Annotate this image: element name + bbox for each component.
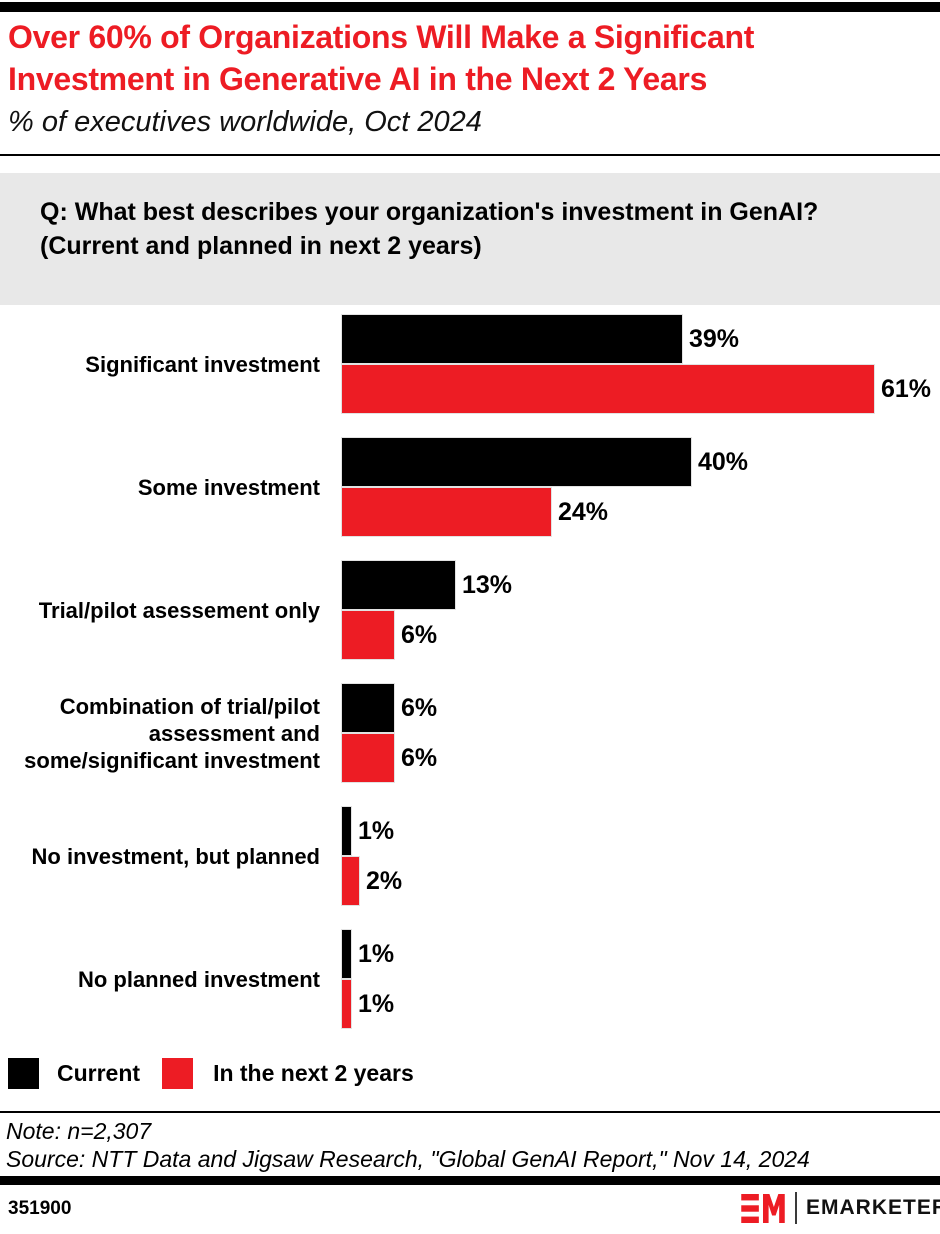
bar-value-label: 39%: [689, 325, 740, 353]
category-label: Some investment: [137, 474, 320, 500]
bar-value-label: 1%: [358, 990, 395, 1018]
chart-row: Trial/pilot asessement only 13% 6%: [0, 561, 940, 659]
category-label: Combination of trial/pilot assessment an…: [24, 693, 320, 773]
bar-value-label: 1%: [358, 817, 395, 845]
bar-next-2-years: [342, 365, 874, 413]
bottom-divider-line: [0, 1111, 940, 1113]
brand-wordmark: EMARKETER: [806, 1196, 940, 1219]
page-title-line-1: Over 60% of Organizations Will Make a Si…: [8, 19, 755, 55]
footnotes: Note: n=2,307 Source: NTT Data and Jigsa…: [6, 1118, 936, 1173]
category-label: Trial/pilot asessement only: [38, 597, 320, 623]
chart-row: Significant investment 39% 61%: [0, 315, 940, 413]
chart-row: No investment, but planned 1% 2%: [0, 807, 940, 905]
page-subtitle: % of executives worldwide, Oct 2024: [8, 106, 482, 138]
page-title-line-2: Investment in Generative AI in the Next …: [8, 61, 708, 97]
brand-divider: [795, 1192, 797, 1224]
legend-swatch-next-2-years: [162, 1058, 194, 1089]
bar-value-label: 2%: [366, 867, 403, 895]
bar-current: [342, 930, 351, 978]
note-text: Note: n=2,307: [6, 1118, 152, 1144]
brand-logo: EMARKETER: [741, 1190, 940, 1226]
page-title: Over 60% of Organizations Will Make a Si…: [8, 16, 938, 100]
legend-label-next-2-years: In the next 2 years: [213, 1060, 414, 1086]
category-label: Significant investment: [85, 351, 320, 377]
bar-value-label: 6%: [401, 621, 438, 649]
bar-next-2-years: [342, 488, 551, 536]
bar-value-label: 1%: [358, 940, 395, 968]
legend-swatch-current: [8, 1058, 39, 1089]
bar-next-2-years: [342, 857, 359, 905]
chart-id: 351900: [8, 1198, 72, 1219]
category-label: No planned investment: [77, 966, 320, 992]
bar-current: [342, 315, 682, 363]
bar-value-label: 40%: [698, 448, 749, 476]
source-text: Source: NTT Data and Jigsaw Research, "G…: [6, 1145, 810, 1172]
bar-current: [342, 561, 455, 609]
chart-row: Combination of trial/pilot assessment an…: [0, 684, 940, 782]
question-box: Q: What best describes your organization…: [0, 173, 940, 305]
bar-value-label: 6%: [401, 744, 438, 772]
bar-current: [342, 684, 394, 732]
question-line-1: Q: What best describes your organization…: [40, 198, 819, 226]
bar-next-2-years: [342, 980, 351, 1028]
bar-next-2-years: [342, 611, 394, 659]
category-label: No investment, but planned: [31, 843, 320, 869]
bar-value-label: 24%: [558, 498, 609, 526]
chart-legend: Current In the next 2 years: [8, 1058, 436, 1089]
bar-next-2-years: [342, 734, 394, 782]
bar-current: [342, 807, 351, 855]
bar-current: [342, 438, 691, 486]
chart-row: Some investment 40% 24%: [0, 438, 940, 536]
top-divider-line: [0, 154, 940, 156]
question-text: Q: What best describes your organization…: [40, 195, 920, 263]
bar-value-label: 61%: [881, 375, 932, 403]
bar-value-label: 13%: [462, 571, 513, 599]
footer-black-band: [0, 1176, 940, 1185]
question-line-2: (Current and planned in next 2 years): [40, 232, 482, 260]
chart-row: No planned investment 1% 1%: [0, 930, 940, 1028]
legend-label-current: Current: [57, 1060, 141, 1086]
bar-chart: Significant investment 39% 61% Some investm…: [0, 315, 940, 1030]
emarketer-em-icon: [741, 1193, 785, 1223]
bar-value-label: 6%: [401, 694, 438, 722]
top-black-band: [0, 2, 940, 12]
